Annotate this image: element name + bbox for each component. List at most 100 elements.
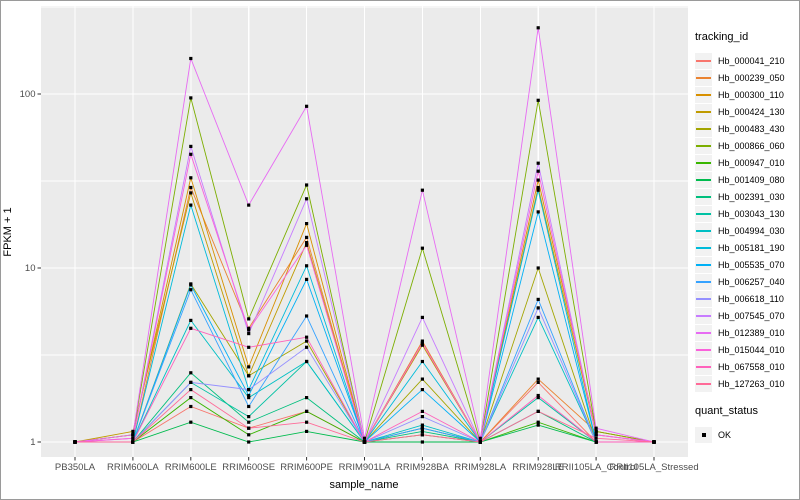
data-point-marker <box>594 440 598 444</box>
quant-ok-key <box>695 426 712 443</box>
legend-color-line-icon <box>696 195 711 198</box>
data-point-marker <box>189 152 193 156</box>
legend-key <box>695 307 712 324</box>
data-point-marker <box>189 371 193 375</box>
data-point-marker <box>247 365 251 369</box>
data-point-marker <box>189 380 193 384</box>
data-point-marker <box>305 241 309 245</box>
data-point-marker <box>420 341 424 345</box>
data-point-marker <box>420 429 424 433</box>
legend-item-Hb_000424_130: Hb_000424_130 <box>695 103 799 120</box>
data-point-marker <box>420 423 424 427</box>
data-point-marker <box>131 429 135 433</box>
legend-item-label: Hb_000424_130 <box>718 106 785 117</box>
x-tick-label: RRIM600LE <box>165 462 217 473</box>
data-point-marker <box>305 264 309 268</box>
data-point-marker <box>420 339 424 343</box>
legend-color-line-icon <box>696 229 711 232</box>
data-point-marker <box>131 433 135 437</box>
legend-key <box>695 375 712 392</box>
data-point-marker <box>247 203 251 207</box>
data-point-marker <box>536 26 540 30</box>
data-point-marker <box>305 183 309 187</box>
data-point-marker <box>536 178 540 182</box>
legend-item-label: Hb_007545_070 <box>718 310 785 321</box>
data-point-marker <box>189 318 193 322</box>
data-point-marker <box>305 345 309 349</box>
legend-key <box>695 86 712 103</box>
legend-key <box>695 188 712 205</box>
legend-color-line-icon <box>696 144 711 147</box>
legend-item-label: Hb_067558_010 <box>718 361 785 372</box>
data-point-marker <box>420 246 424 250</box>
data-point-marker <box>536 98 540 102</box>
data-point-marker <box>536 380 540 384</box>
data-point-marker <box>536 266 540 270</box>
data-point-marker <box>420 433 424 437</box>
legend-title-tracking-id: tracking_id <box>695 31 749 43</box>
legend-color-line-icon <box>696 331 711 334</box>
data-point-marker <box>536 377 540 381</box>
data-point-marker <box>536 393 540 398</box>
data-point-marker <box>305 222 309 226</box>
data-point-marker <box>247 433 251 437</box>
legend-color-line-icon <box>696 263 711 266</box>
data-point-marker <box>536 210 540 214</box>
legend-quant-status-block: quant_status OK <box>695 405 799 443</box>
legend-item-label: Hb_004994_030 <box>718 225 785 236</box>
data-point-marker <box>362 440 367 444</box>
legend-item-label: Hb_001409_080 <box>718 174 785 185</box>
legend-key <box>695 171 712 188</box>
data-point-marker <box>420 377 424 381</box>
legend-item-quant-ok: OK <box>695 426 799 443</box>
legend-key <box>695 154 712 171</box>
data-point-marker <box>594 433 598 437</box>
x-tick-label: RRII105LA_Stressed <box>609 462 698 473</box>
legend-color-line-icon <box>696 93 711 96</box>
legend-item-Hb_000041_210: Hb_000041_210 <box>695 52 799 69</box>
data-point-marker <box>536 423 540 427</box>
data-point-marker <box>420 409 424 413</box>
data-point-marker <box>247 328 251 332</box>
legend-item-label: Hb_000483_430 <box>718 123 785 134</box>
data-point-marker <box>247 415 251 419</box>
legend-item-Hb_000239_050: Hb_000239_050 <box>695 69 799 86</box>
data-point-marker <box>189 56 193 61</box>
legend-key <box>695 324 712 341</box>
x-tick-label: RRIM600PE <box>280 462 333 473</box>
x-tick-label: RRIM928LA <box>454 462 506 473</box>
data-point-marker <box>305 243 309 247</box>
data-point-marker <box>305 396 309 400</box>
data-point-marker <box>247 393 251 398</box>
data-point-marker <box>189 144 193 148</box>
legend-item-label: Hb_000041_210 <box>718 55 785 66</box>
legend-color-line-icon <box>696 110 711 113</box>
data-point-marker <box>189 176 193 180</box>
data-point-marker <box>420 440 424 444</box>
legend-key <box>695 120 712 137</box>
x-tick-label: RRIM600SE <box>222 462 275 473</box>
legend-key <box>695 239 712 256</box>
legend-color-line-icon <box>696 365 711 368</box>
data-point-marker <box>305 429 309 433</box>
data-point-marker <box>305 335 309 339</box>
data-point-marker <box>247 420 251 424</box>
data-point-marker <box>189 185 193 190</box>
legend-key <box>695 137 712 154</box>
data-point-marker <box>189 396 193 400</box>
legend-item-Hb_000300_110: Hb_000300_110 <box>695 86 799 103</box>
legend-item-Hb_000483_430: Hb_000483_430 <box>695 120 799 137</box>
data-point-marker <box>247 396 251 400</box>
legend-color-line-icon <box>696 212 711 215</box>
data-point-marker <box>189 288 193 292</box>
data-point-marker <box>420 388 424 392</box>
data-point-marker <box>362 436 367 440</box>
data-point-marker <box>247 332 251 336</box>
data-point-marker <box>536 315 540 319</box>
legend-item-Hb_006257_040: Hb_006257_040 <box>695 273 799 290</box>
legend-key <box>695 205 712 222</box>
x-tick-label: PB350LA <box>55 462 96 473</box>
data-point-marker <box>536 396 540 400</box>
legend-item-label: Hb_127263_010 <box>718 378 785 389</box>
